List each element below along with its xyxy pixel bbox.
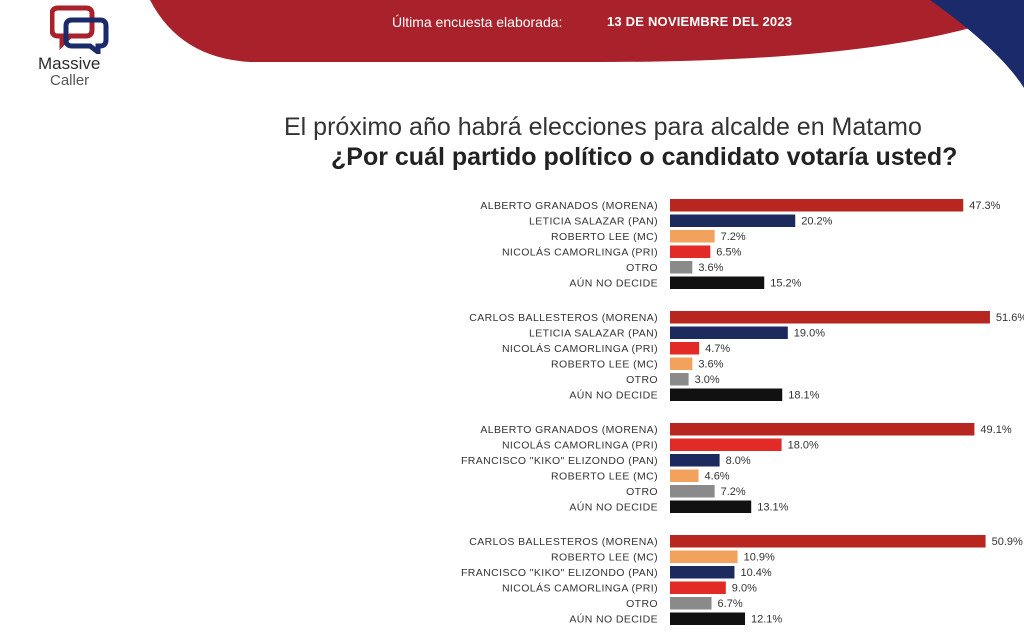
survey-date-label: Última encuesta elaborada: (392, 14, 563, 30)
category-label: AÚN NO DECIDE (569, 277, 658, 290)
bar (670, 454, 720, 467)
category-label: OTRO (626, 262, 658, 274)
value-label: 8.0% (726, 455, 751, 467)
bar (670, 230, 715, 243)
category-label: ALBERTO GRANADOS (MORENA) (480, 424, 658, 436)
category-label: FRANCISCO "KIKO" ELIZONDO (PAN) (461, 455, 658, 467)
bar (670, 214, 796, 227)
question-text: ¿Por cuál partido político o candidato v… (331, 143, 958, 171)
speech-bubbles-icon (50, 5, 109, 54)
value-label: 12.1% (751, 614, 782, 626)
category-label: ROBERTO LEE (MC) (551, 231, 658, 243)
category-label: LETICIA SALAZAR (PAN) (529, 328, 658, 340)
value-label: 19.0% (794, 328, 825, 340)
value-label: 3.6% (698, 262, 723, 274)
bar (670, 326, 788, 339)
category-label: ROBERTO LEE (MC) (551, 552, 658, 564)
category-label: NICOLÁS CAMORLINGA (PRI) (502, 342, 658, 355)
category-label: NICOLÁS CAMORLINGA (PRI) (502, 246, 658, 259)
category-label: AÚN NO DECIDE (569, 613, 658, 626)
bar (670, 423, 975, 436)
category-label: NICOLÁS CAMORLINGA (PRI) (502, 582, 658, 595)
bar (670, 438, 782, 451)
category-label: LETICIA SALAZAR (PAN) (529, 216, 658, 228)
bar (670, 199, 964, 212)
value-label: 9.0% (732, 583, 757, 595)
category-label: ROBERTO LEE (MC) (551, 359, 658, 371)
massive-caller-logo: Massive Caller (30, 4, 130, 90)
category-label: OTRO (626, 486, 658, 498)
value-label: 6.5% (716, 247, 741, 259)
bar (670, 357, 693, 370)
value-label: 18.1% (788, 390, 819, 402)
category-label: CARLOS BALLESTEROS (MORENA) (469, 312, 658, 324)
category-label: ROBERTO LEE (MC) (551, 471, 658, 483)
category-label: FRANCISCO "KIKO" ELIZONDO (PAN) (461, 567, 658, 579)
category-label: OTRO (626, 598, 658, 610)
banner-red-shape (150, 0, 1024, 62)
bar (670, 276, 765, 289)
survey-date: 13 DE NOVIEMBRE DEL 2023 (607, 14, 793, 29)
bar (670, 550, 738, 563)
category-label: AÚN NO DECIDE (569, 389, 658, 402)
value-label: 7.2% (721, 486, 746, 498)
bar (670, 581, 726, 594)
bar (670, 612, 746, 625)
value-label: 47.3% (969, 200, 1000, 212)
value-label: 15.2% (770, 278, 801, 290)
logo-text-massive: Massive (38, 54, 101, 73)
bar (670, 597, 712, 610)
value-label: 6.7% (718, 598, 743, 610)
value-label: 3.0% (695, 374, 720, 386)
value-label: 51.6% (996, 312, 1024, 324)
bar (670, 485, 715, 498)
value-label: 10.4% (740, 567, 771, 579)
category-label: AÚN NO DECIDE (569, 501, 658, 514)
category-label: ALBERTO GRANADOS (MORENA) (480, 200, 658, 212)
bar (670, 388, 783, 401)
value-label: 4.6% (705, 471, 730, 483)
bar (670, 342, 700, 355)
category-label: NICOLÁS CAMORLINGA (PRI) (502, 439, 658, 452)
value-label: 4.7% (705, 343, 730, 355)
value-label: 20.2% (801, 216, 832, 228)
bar (670, 245, 711, 258)
bar (670, 469, 699, 482)
bar (670, 373, 689, 386)
logo-text-caller: Caller (50, 72, 90, 89)
bar (670, 261, 693, 274)
bar (670, 311, 990, 324)
value-label: 50.9% (992, 536, 1023, 548)
category-label: OTRO (626, 374, 658, 386)
bar (670, 535, 986, 548)
question-intro: El próximo año habrá elecciones para alc… (284, 113, 922, 141)
value-label: 13.1% (757, 502, 788, 514)
value-label: 10.9% (744, 552, 775, 564)
bar (670, 566, 735, 579)
value-label: 3.6% (698, 359, 723, 371)
bar (670, 500, 752, 513)
category-label: CARLOS BALLESTEROS (MORENA) (469, 536, 658, 548)
value-label: 49.1% (980, 424, 1011, 436)
banner-navy-shape (930, 0, 1024, 88)
value-label: 18.0% (788, 440, 819, 452)
header-banner (150, 0, 1024, 88)
value-label: 7.2% (721, 231, 746, 243)
